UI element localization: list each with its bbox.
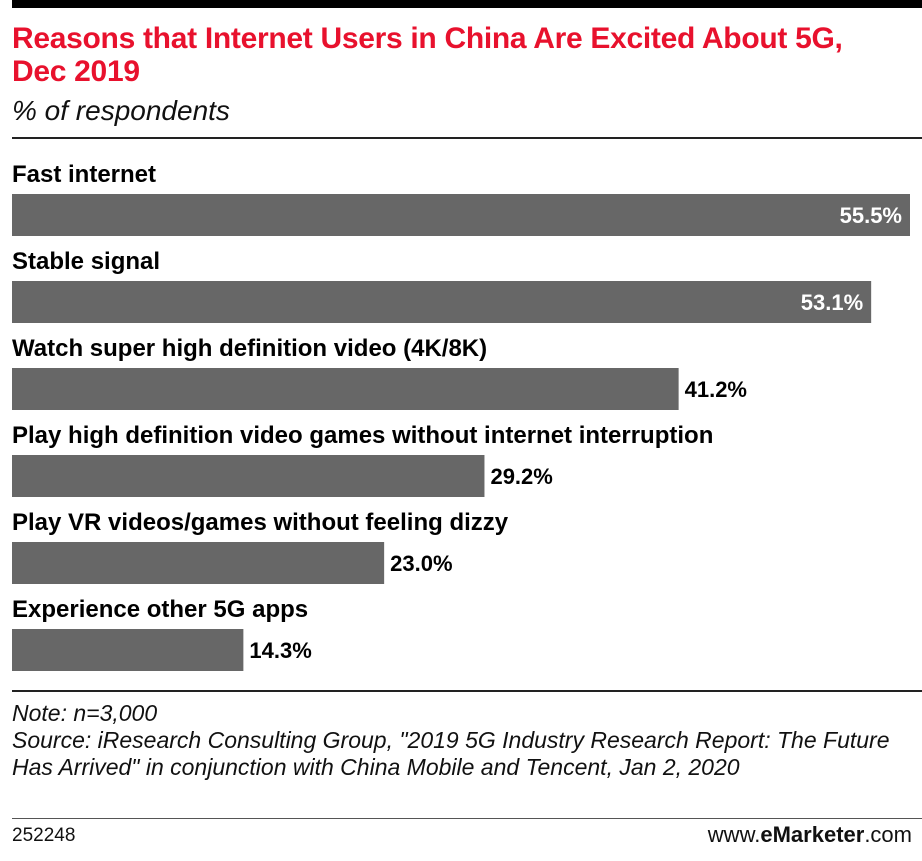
bar	[12, 542, 385, 584]
bar	[12, 368, 679, 410]
brand-name: eMarketer	[760, 822, 865, 847]
footnote: Note: n=3,000 Source: iResearch Consulti…	[12, 700, 912, 781]
source-text: Source: iResearch Consulting Group, "201…	[12, 727, 896, 780]
chart-subtitle: % of respondents	[12, 95, 230, 126]
brand-link[interactable]: www.eMarketer.com	[708, 822, 912, 848]
data-label: 29.2%	[490, 464, 552, 489]
header-divider	[12, 137, 922, 139]
bar	[12, 194, 910, 236]
footer-divider	[12, 818, 922, 819]
bar	[12, 281, 872, 323]
bar-chart: Fast internet 55.5% Stable signal 53.1% Watc…	[12, 161, 910, 671]
category-label: Fast internet	[12, 161, 156, 188]
bar	[12, 629, 244, 671]
data-label: 55.5%	[840, 203, 902, 228]
chart-divider	[12, 690, 922, 692]
category-label: Play VR videos/games without feeling diz…	[12, 509, 509, 536]
brand-prefix: www.	[707, 822, 761, 847]
category-label: Watch super high definition video (4K/8K…	[12, 335, 487, 362]
chart-title: Reasons that Internet Users in China Are…	[12, 22, 843, 88]
data-label: 23.0%	[390, 551, 452, 576]
data-label: 14.3%	[249, 638, 311, 663]
brand-suffix: .com	[864, 822, 912, 847]
category-label: Experience other 5G apps	[12, 596, 308, 623]
top-border	[12, 0, 922, 8]
chart-id: 252248	[12, 825, 76, 846]
category-label: Play high definition video games without…	[12, 422, 713, 449]
data-label: 53.1%	[801, 290, 863, 315]
data-label: 41.2%	[685, 377, 747, 402]
category-label: Stable signal	[12, 248, 160, 275]
bar	[12, 455, 485, 497]
note-text: Note: n=3,000	[12, 700, 158, 726]
